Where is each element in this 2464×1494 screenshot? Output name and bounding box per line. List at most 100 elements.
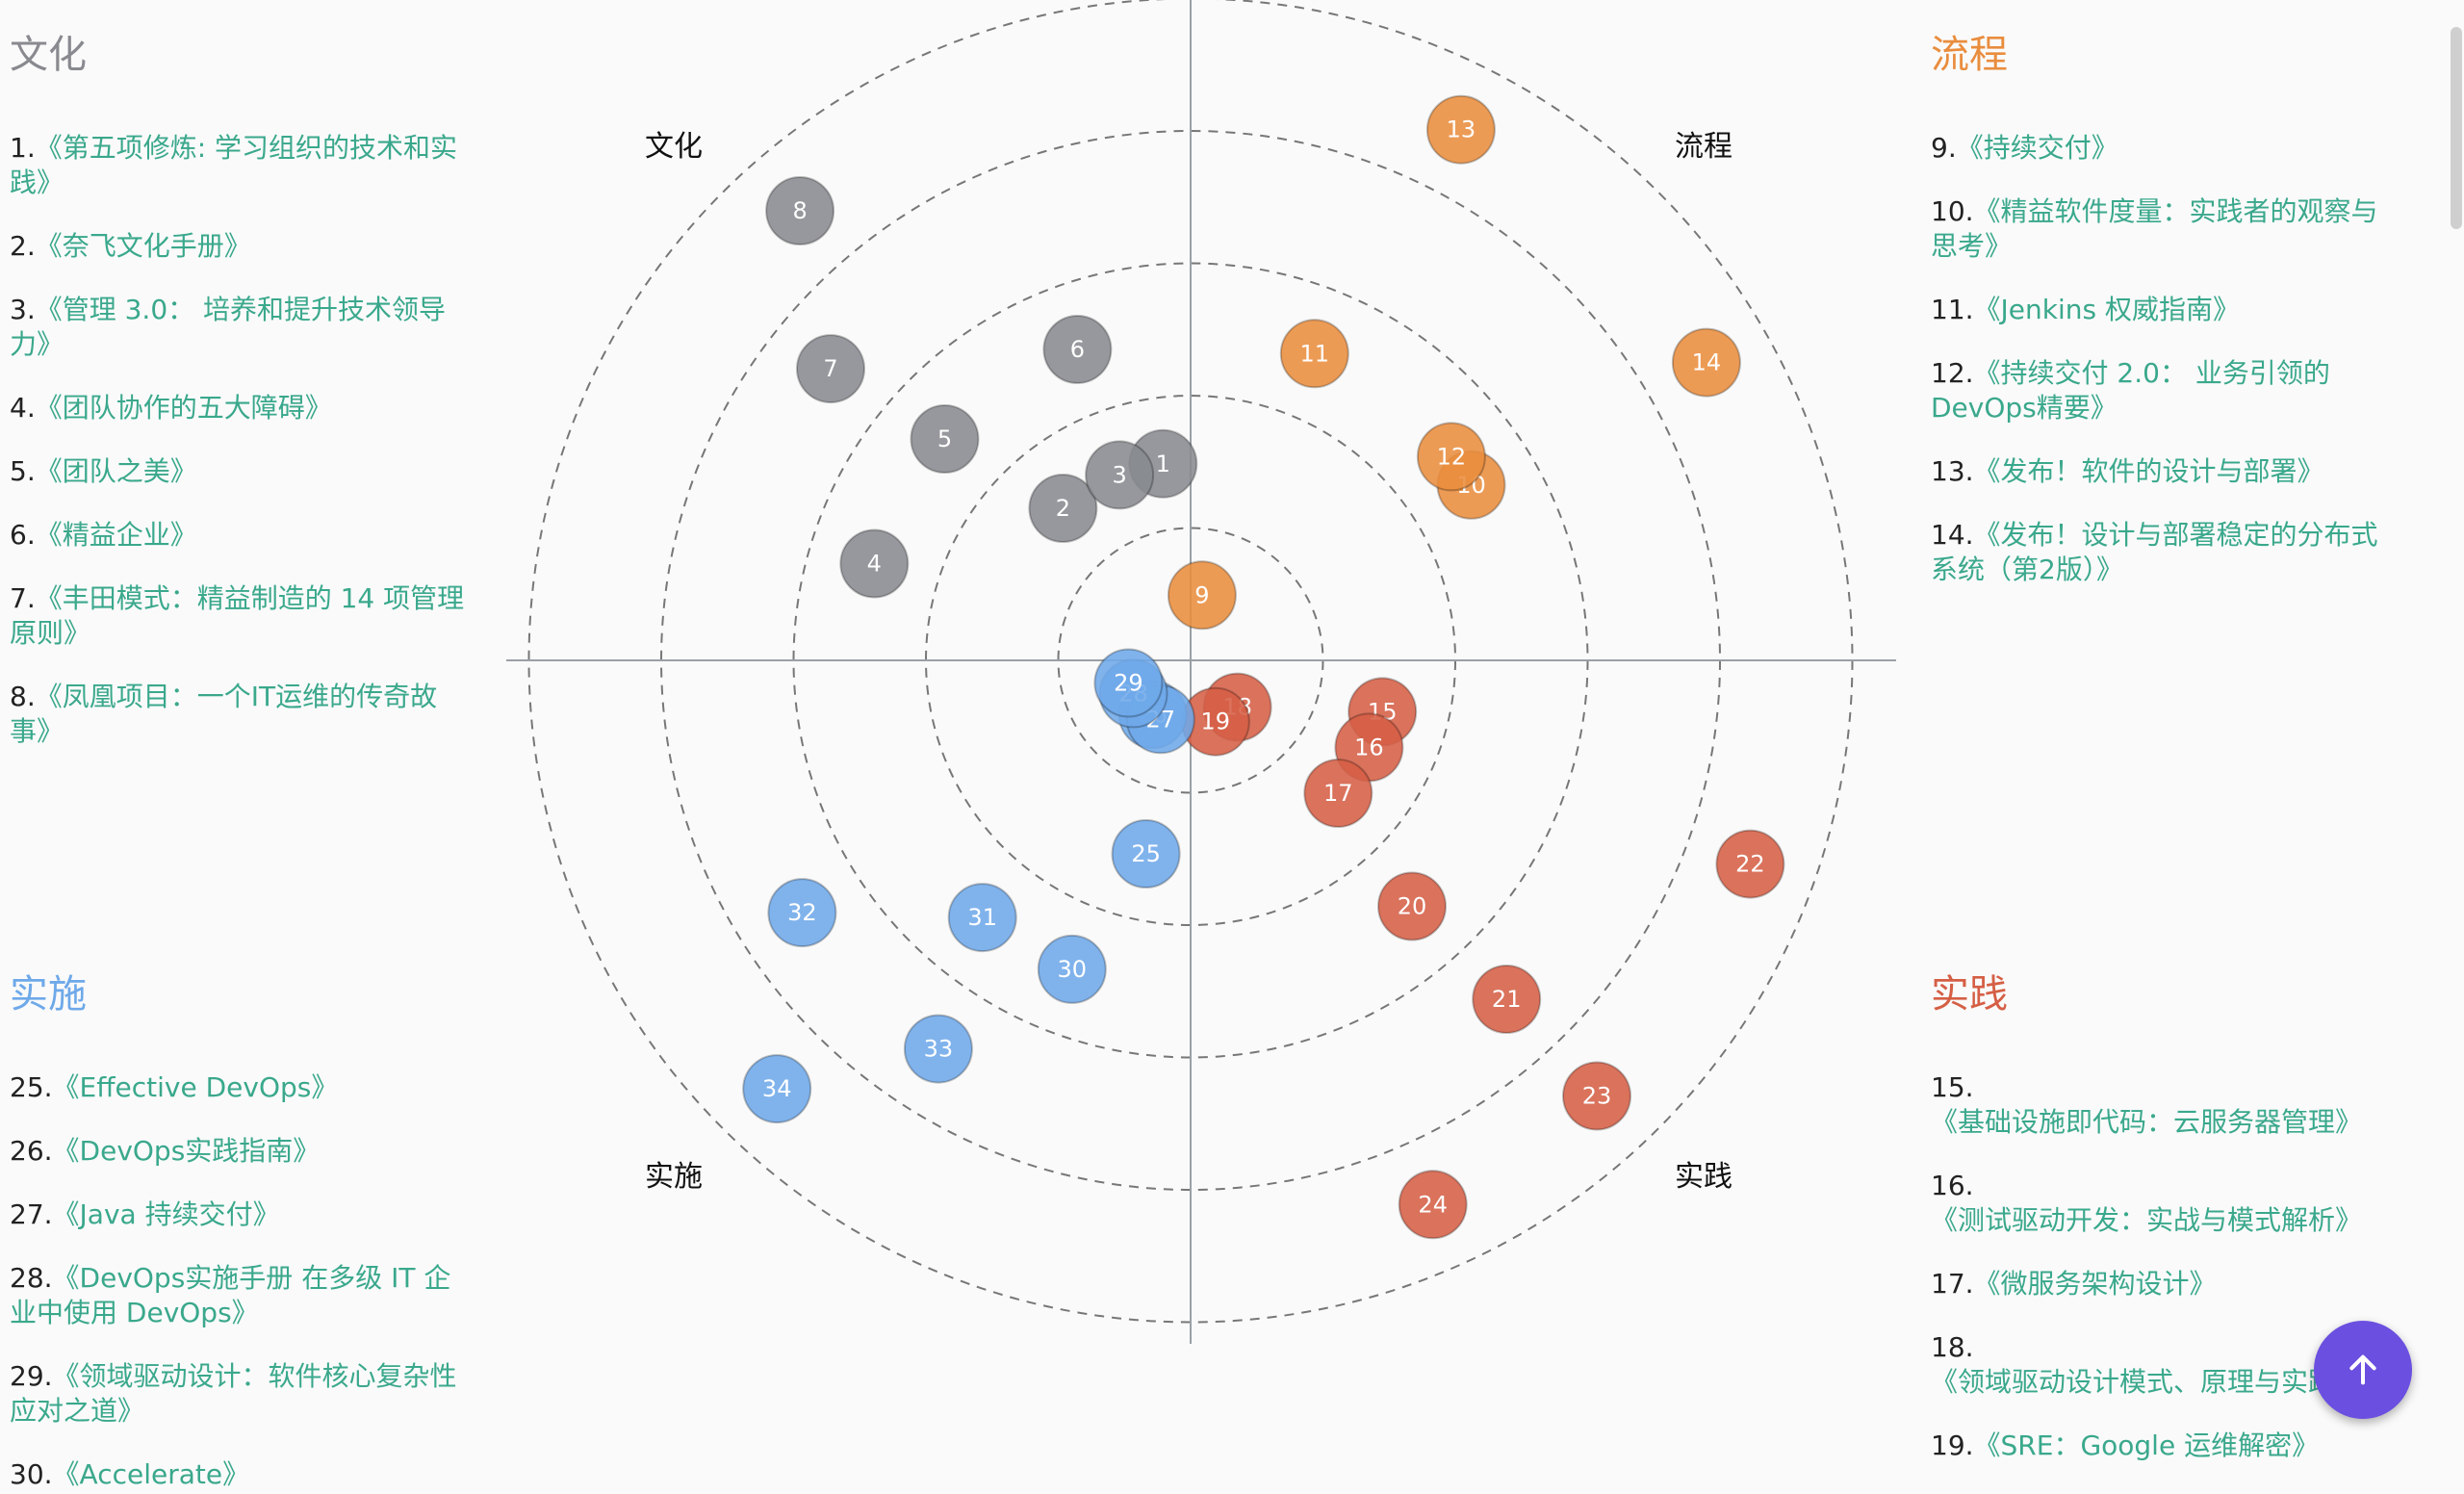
book-link[interactable]: 《DevOps实践指南》 (52, 1135, 321, 1167)
book-item: 25.《Effective DevOps》 (10, 1070, 472, 1105)
radar-point-30[interactable]: 30 (1037, 934, 1107, 1004)
radar-point-33[interactable]: 33 (903, 1014, 973, 1084)
book-link[interactable]: 《Accelerate》 (52, 1458, 250, 1490)
radar-point-circle (1167, 560, 1237, 631)
radar-point-label: 20 (1398, 893, 1427, 920)
book-link[interactable]: 《团队之美》 (35, 455, 197, 487)
book-item: 17.《微服务架构设计》 (1931, 1267, 2393, 1301)
radar-point-label: 8 (792, 197, 807, 224)
radar-point-label: 22 (1735, 851, 1765, 878)
book-link[interactable]: 《发布！设计与部署稳定的分布式系统（第2版）》 (1931, 519, 2378, 585)
scrollbar-thumb[interactable] (2451, 27, 2462, 229)
book-link[interactable]: 《管理 3.0： 培养和提升技术领导力》 (10, 294, 447, 360)
radar-point-circle (1279, 319, 1349, 389)
book-link[interactable]: 《第五项修炼: 学习组织的技术和实践》 (10, 132, 458, 198)
radar-point-label: 19 (1201, 708, 1231, 735)
book-link[interactable]: 《基础设施即代码：云服务器管理》 (1931, 1106, 2363, 1138)
book-link[interactable]: 《凤凰项目：一个IT运维的传奇故事》 (10, 681, 438, 747)
book-link[interactable]: 《Java 持续交付》 (52, 1198, 280, 1230)
radar-point-12[interactable]: 12 (1416, 422, 1486, 492)
radar-point-25[interactable]: 25 (1111, 819, 1181, 889)
radar-point-circle (1093, 648, 1164, 718)
radar-point-7[interactable]: 7 (796, 334, 865, 404)
radar-point-2[interactable]: 2 (1028, 474, 1098, 543)
book-link[interactable]: 《丰田模式：精益制造的 14 项管理原则》 (10, 582, 465, 649)
book-item: 13.《发布！软件的设计与部署》 (1931, 454, 2393, 489)
quadrant-label-culture: 文化 (645, 130, 703, 164)
book-link[interactable]: 《奈飞文化手册》 (35, 230, 251, 262)
radar-point-14[interactable]: 14 (1671, 327, 1741, 398)
book-item: 4.《团队协作的五大障碍》 (10, 391, 472, 425)
book-link[interactable]: 《SRE：Google 运维解密》 (1973, 1430, 2320, 1461)
book-link[interactable]: 《精益企业》 (35, 519, 197, 551)
book-item: 12.《持续交付 2.0： 业务引领的DevOps精要》 (1931, 356, 2393, 425)
radar-point-label: 13 (1447, 116, 1476, 143)
radar-point-circle (767, 878, 837, 948)
book-number: 29. (10, 1360, 53, 1392)
book-link[interactable]: 《发布！软件的设计与部署》 (1973, 455, 2324, 487)
radar-point-circle (1671, 327, 1741, 398)
book-link[interactable]: 《持续交付 2.0： 业务引领的DevOps精要》 (1931, 357, 2330, 424)
book-number: 13. (1931, 455, 1974, 487)
radar-point-label: 4 (867, 551, 882, 578)
book-item: 10.《精益软件度量：实践者的观察与思考》 (1931, 194, 2393, 264)
radar-point-circle (765, 176, 835, 245)
radar-point-3[interactable]: 3 (1085, 440, 1155, 510)
book-item: 2.《奈飞文化手册》 (10, 229, 472, 264)
book-number: 26. (10, 1135, 53, 1167)
book-link[interactable]: 《微服务架构设计》 (1973, 1268, 2217, 1300)
book-link[interactable]: 《DevOps实施手册 在多级 IT 企业中使用 DevOps》 (10, 1262, 451, 1328)
radar-point-17[interactable]: 17 (1303, 759, 1373, 828)
book-number: 7. (10, 582, 36, 614)
book-item: 6.《精益企业》 (10, 518, 472, 553)
book-number: 19. (1931, 1430, 1974, 1461)
quadrant-label-practice: 实践 (1675, 1160, 1732, 1194)
book-item: 29.《领域驱动设计：软件核心复杂性应对之道》 (10, 1359, 472, 1429)
radar-point-19[interactable]: 19 (1180, 686, 1250, 757)
book-link[interactable]: 《领域驱动设计：软件核心复杂性应对之道》 (10, 1360, 457, 1427)
scroll-to-top-button[interactable] (2314, 1321, 2412, 1419)
book-link[interactable]: 《Jenkins 权威指南》 (1973, 294, 2240, 325)
section-title-implementation: 实施 (10, 972, 87, 1017)
radar-point-4[interactable]: 4 (839, 528, 910, 599)
radar-point-23[interactable]: 23 (1562, 1061, 1631, 1131)
book-link[interactable]: 《团队协作的五大障碍》 (35, 392, 332, 424)
radar-point-24[interactable]: 24 (1398, 1170, 1468, 1240)
radar-point-22[interactable]: 22 (1715, 829, 1785, 899)
book-list-process: 9.《持续交付》 10.《精益软件度量：实践者的观察与思考》 11.《Jenkins… (1931, 131, 2393, 616)
radar-point-29[interactable]: 29 (1093, 648, 1164, 718)
book-number: 28. (10, 1262, 53, 1294)
radar-point-8[interactable]: 8 (765, 176, 835, 245)
book-item: 14.《发布！设计与部署稳定的分布式系统（第2版）》 (1931, 518, 2393, 587)
radar-point-circle (1037, 934, 1107, 1004)
radar-point-label: 21 (1492, 986, 1522, 1013)
radar-point-9[interactable]: 9 (1167, 560, 1237, 631)
radar-point-label: 1 (1156, 451, 1170, 477)
radar-point-32[interactable]: 32 (767, 878, 837, 948)
radar-point-31[interactable]: 31 (947, 883, 1017, 953)
radar-point-5[interactable]: 5 (910, 404, 980, 474)
book-number: 16. (1931, 1170, 1974, 1201)
book-link[interactable]: 《测试驱动开发：实战与模式解析》 (1931, 1204, 2363, 1236)
book-number: 25. (10, 1071, 53, 1103)
book-link[interactable]: 《Effective DevOps》 (52, 1071, 339, 1103)
book-link[interactable]: 《领域驱动设计模式、原理与实践》 (1931, 1366, 2363, 1398)
radar-point-34[interactable]: 34 (742, 1054, 812, 1124)
radar-point-circle (1398, 1170, 1468, 1240)
radar-point-11[interactable]: 11 (1279, 319, 1349, 389)
book-number: 8. (10, 681, 36, 712)
section-title-culture: 文化 (10, 33, 87, 77)
radar-point-6[interactable]: 6 (1042, 315, 1113, 384)
book-list-implementation: 25.《Effective DevOps》 26.《DevOps实践指南》 27.《… (10, 1070, 472, 1494)
quadrant-label-process: 流程 (1675, 130, 1732, 164)
radar-point-label: 25 (1131, 840, 1161, 867)
book-link[interactable]: 《持续交付》 (1956, 132, 2118, 164)
radar-point-label: 16 (1354, 734, 1384, 760)
radar-point-circle (1303, 759, 1373, 828)
book-link[interactable]: 《精益软件度量：实践者的观察与思考》 (1931, 195, 2378, 262)
book-number: 2. (10, 230, 36, 262)
book-item: 19.《SRE：Google 运维解密》 (1931, 1429, 2393, 1463)
radar-point-20[interactable]: 20 (1377, 871, 1447, 941)
radar-point-21[interactable]: 21 (1472, 965, 1542, 1034)
radar-point-13[interactable]: 13 (1425, 94, 1496, 165)
